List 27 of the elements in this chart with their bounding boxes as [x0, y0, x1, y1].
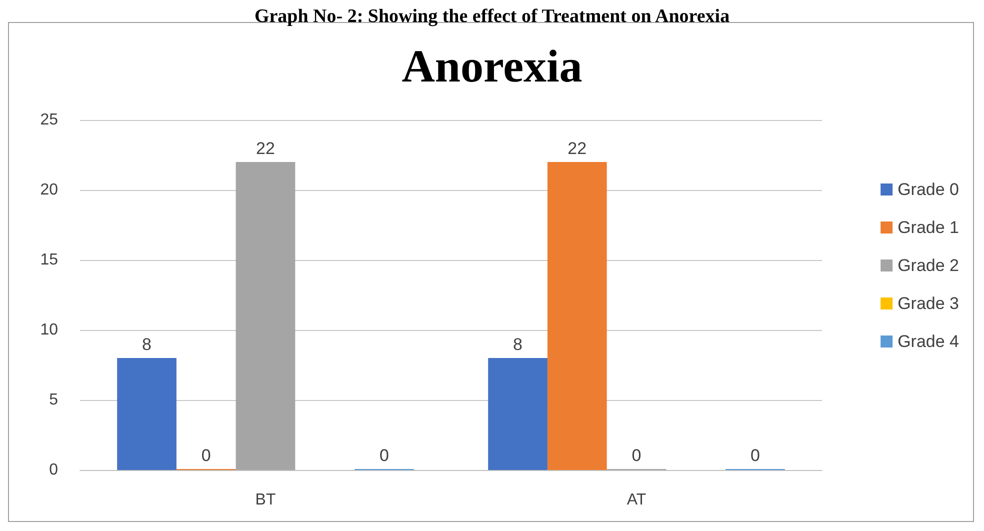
legend-label: Grade 2: [898, 256, 960, 275]
legend-label: Grade 3: [898, 294, 960, 313]
data-label: 22: [256, 139, 275, 158]
data-label: 0: [201, 446, 211, 465]
chart-subtitle: Anorexia: [402, 40, 582, 92]
data-label: 8: [513, 335, 523, 354]
y-tick-label: 0: [49, 462, 58, 478]
bar: [488, 358, 548, 470]
y-tick-label: 5: [49, 392, 58, 408]
data-label: 0: [750, 446, 760, 465]
y-tick-label: 15: [40, 252, 58, 268]
data-label: 22: [568, 139, 587, 158]
x-tick-label: AT: [626, 492, 646, 508]
data-label: 8: [142, 335, 152, 354]
y-tick-label: 10: [40, 322, 58, 338]
y-tick-label: 25: [40, 112, 58, 128]
bar: [117, 358, 176, 470]
legend-label: Grade 4: [898, 332, 960, 351]
x-tick-label: BT: [255, 492, 276, 508]
legend-label: Grade 0: [898, 180, 960, 199]
chart-title: Graph No- 2: Showing the effect of Treatment on Anorexia: [254, 6, 730, 27]
y-tick-label: 20: [40, 182, 58, 198]
bar: [236, 162, 296, 470]
data-label: 0: [379, 446, 389, 465]
legend-label: Grade 1: [898, 218, 960, 237]
data-label: 0: [632, 446, 642, 465]
bar: [547, 162, 607, 470]
